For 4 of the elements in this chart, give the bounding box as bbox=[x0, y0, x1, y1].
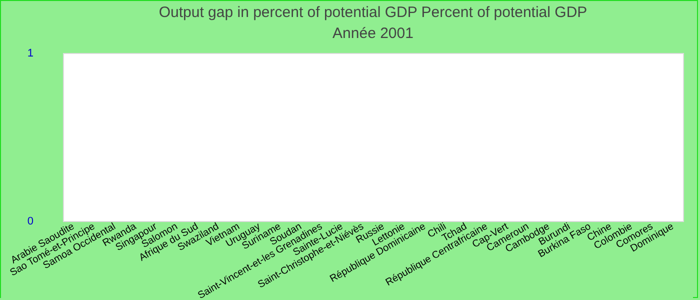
y-tick-label: 0 bbox=[27, 216, 34, 228]
chart-title: Output gap in percent of potential GDP Percent of potential GDP bbox=[158, 4, 588, 21]
y-tick-label: 1 bbox=[27, 48, 34, 60]
chart-subtitle: Année 2001 bbox=[332, 25, 414, 42]
